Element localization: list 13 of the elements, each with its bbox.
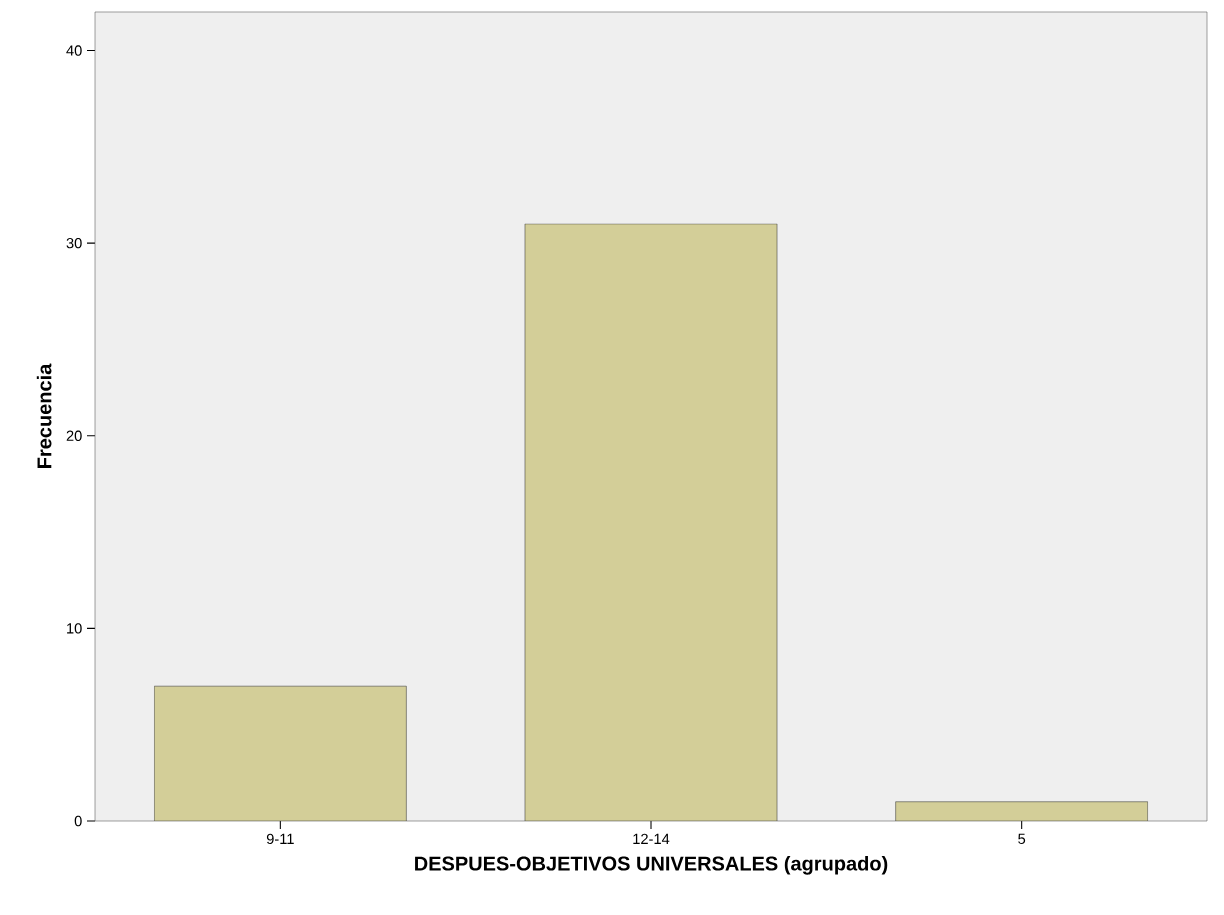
y-tick-label: 40 xyxy=(66,45,82,56)
y-tick-label: 0 xyxy=(74,815,82,827)
y-tick-label: 10 xyxy=(67,623,82,634)
bar xyxy=(895,801,1148,821)
bar xyxy=(524,223,778,821)
y-tick-label: 20 xyxy=(66,430,82,441)
bar xyxy=(154,685,407,821)
x-tick-label: 12-14 xyxy=(633,833,670,844)
y-axis-title: Frecuencia xyxy=(36,363,52,468)
x-tick-label: 9-11 xyxy=(266,833,294,845)
x-tick-label: 5 xyxy=(1018,833,1026,844)
y-tick-label: 30 xyxy=(66,237,82,249)
x-axis-title: DESPUES-OBJETIVOS UNIVERSALES (agrupado) xyxy=(415,855,888,875)
